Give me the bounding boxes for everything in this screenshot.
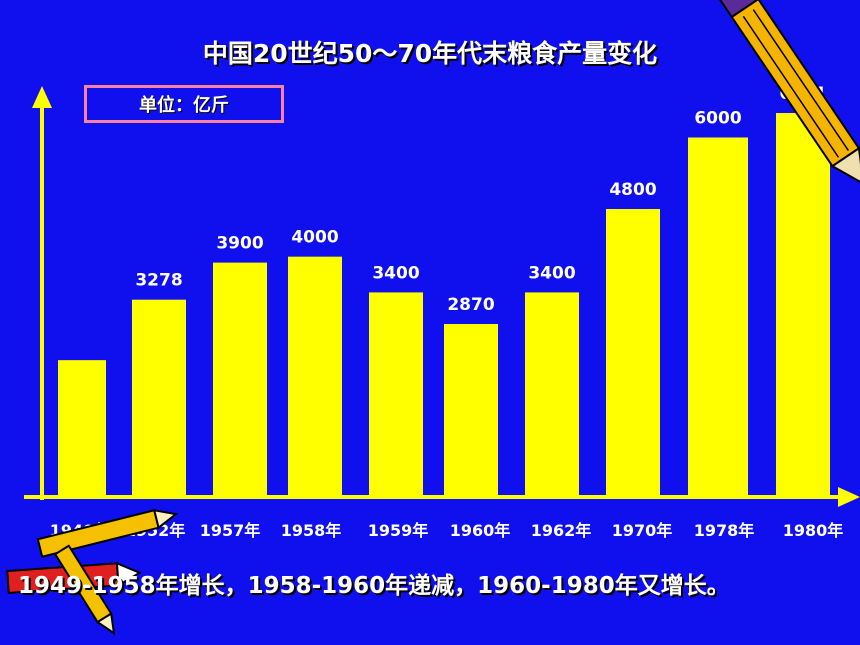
data-label-3: 4000 [291, 228, 338, 248]
data-label-2: 3900 [216, 234, 263, 254]
x-tick-label-6: 1962年 [531, 521, 592, 540]
data-label-1: 3278 [135, 271, 182, 291]
x-tick-labels-group: 1949年1952年1957年1958年1959年1960年1962年1970年… [50, 521, 844, 540]
unit-label: 单位：亿斤 [84, 85, 284, 123]
bar-7 [606, 208, 660, 495]
data-label-4: 3400 [372, 263, 419, 283]
bar-8 [688, 137, 748, 495]
x-axis-arrow-icon [838, 487, 860, 507]
data-label-5: 2870 [447, 295, 494, 315]
bar-1 [132, 299, 186, 495]
conclusion-text: 1949-1958年增长，1958-1960年递减，1960-1980年又增长。 [18, 573, 730, 599]
x-tick-label-3: 1958年 [281, 521, 342, 540]
y-axis-arrow-icon [32, 86, 52, 108]
data-label-6: 3400 [528, 263, 575, 283]
bars-group [58, 113, 830, 495]
pencil-icon [718, 0, 860, 186]
data-labels-group: 327839004000340028703400480060006411 [135, 84, 826, 315]
data-label-7: 4800 [609, 180, 656, 200]
x-tick-label-7: 1970年 [612, 521, 673, 540]
bar-2 [213, 262, 267, 495]
data-label-8: 6000 [694, 108, 741, 128]
crayon-icon [6, 508, 179, 636]
x-tick-label-4: 1959年 [368, 521, 429, 540]
bar-3 [288, 256, 342, 495]
x-tick-label-8: 1978年 [694, 521, 755, 540]
bar-0 [58, 360, 106, 495]
chart-title: 中国20世纪50～70年代末粮食产量变化 [202, 39, 658, 68]
bar-6 [525, 292, 579, 495]
x-tick-label-9: 1980年 [783, 521, 844, 540]
bar-5 [444, 323, 498, 495]
x-tick-label-2: 1957年 [200, 521, 261, 540]
x-tick-label-5: 1960年 [450, 521, 511, 540]
bar-9 [776, 113, 830, 495]
bar-4 [369, 292, 423, 495]
